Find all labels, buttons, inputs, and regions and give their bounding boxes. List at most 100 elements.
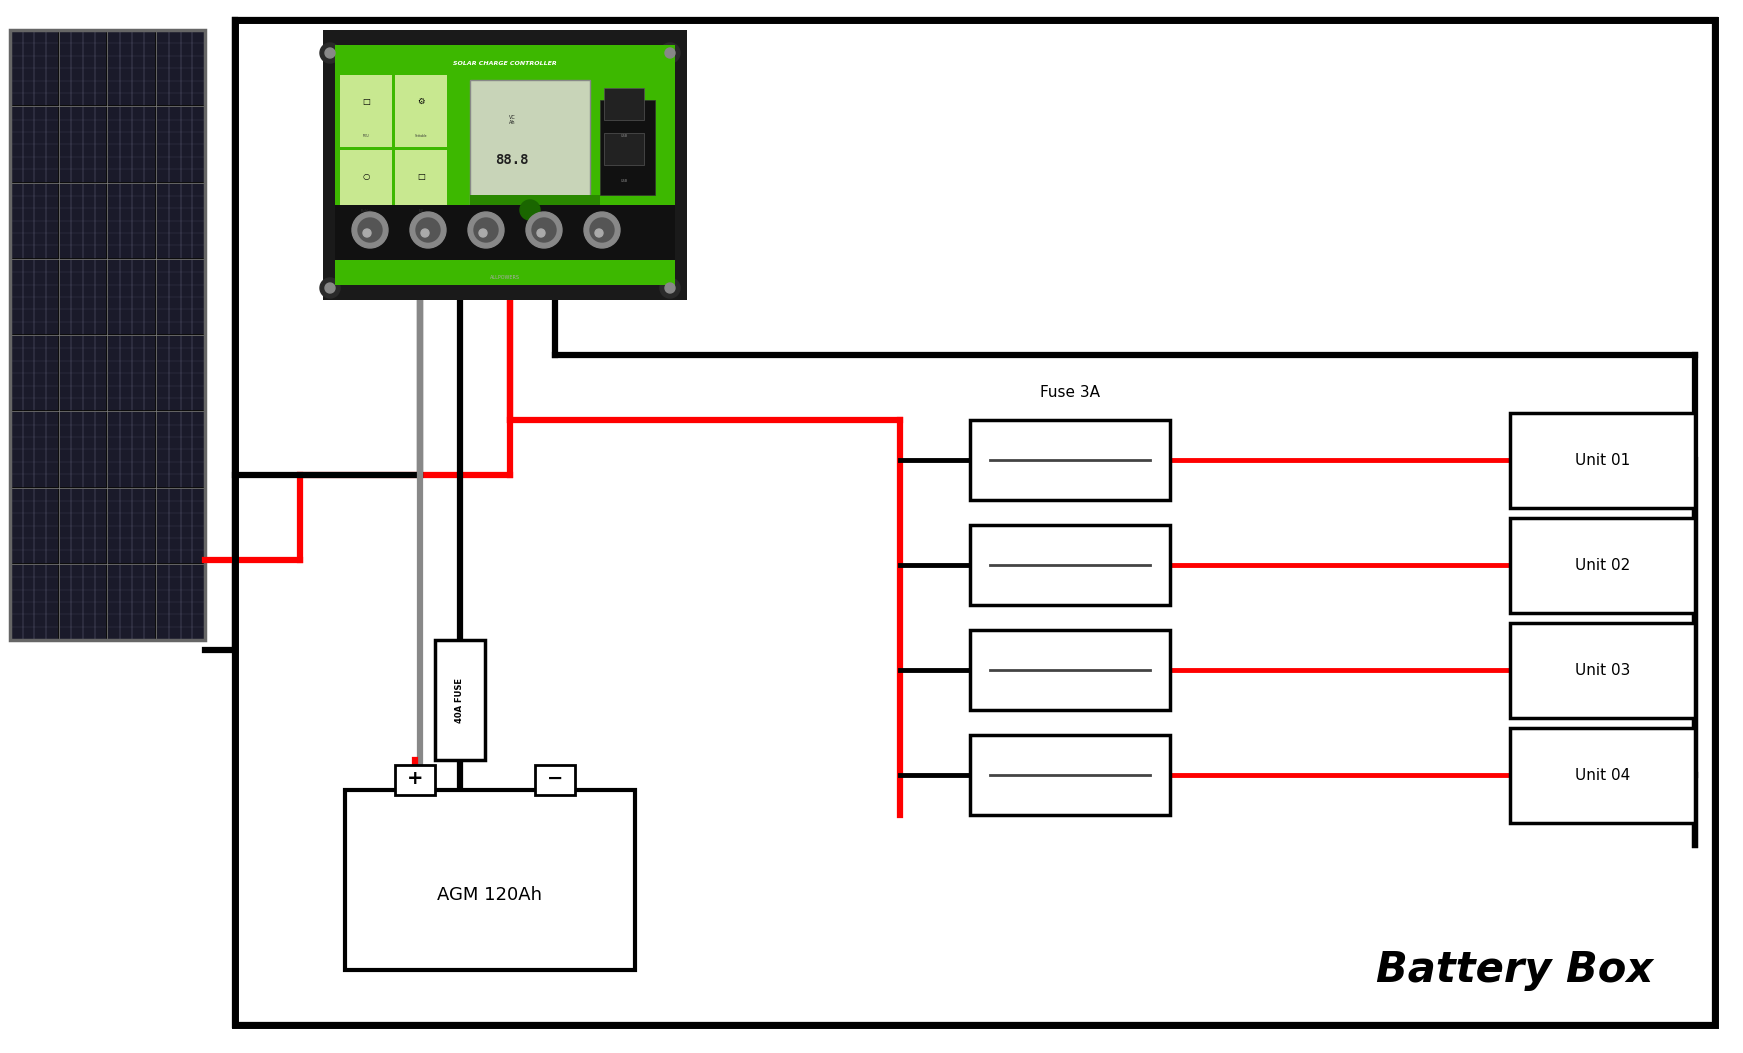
- Bar: [108, 336, 155, 411]
- Bar: [10, 29, 206, 640]
- Circle shape: [526, 212, 561, 249]
- Circle shape: [474, 218, 498, 242]
- Text: Battery Box: Battery Box: [1377, 949, 1654, 991]
- Bar: [971, 525, 1170, 605]
- Circle shape: [589, 218, 614, 242]
- Circle shape: [321, 278, 340, 298]
- Bar: [108, 260, 155, 334]
- Text: +: +: [406, 769, 424, 788]
- Bar: [340, 75, 392, 147]
- Bar: [108, 107, 155, 181]
- Circle shape: [661, 278, 680, 298]
- Text: −: −: [547, 769, 563, 788]
- Text: Fuse 3A: Fuse 3A: [1041, 385, 1100, 400]
- Bar: [335, 205, 675, 260]
- Bar: [605, 133, 643, 165]
- Bar: [10, 183, 58, 258]
- Bar: [10, 336, 58, 411]
- Text: 40A FUSE: 40A FUSE: [455, 677, 464, 722]
- Text: AGM 120Ah: AGM 120Ah: [437, 886, 542, 903]
- Bar: [235, 20, 1715, 1025]
- Text: □: □: [363, 97, 370, 105]
- Text: VC
Ah: VC Ah: [509, 115, 516, 125]
- Bar: [1509, 728, 1694, 822]
- Circle shape: [321, 43, 340, 63]
- Bar: [1509, 517, 1694, 613]
- Bar: [59, 107, 106, 181]
- Bar: [108, 564, 155, 639]
- Bar: [157, 413, 204, 486]
- Bar: [345, 790, 634, 970]
- Circle shape: [584, 212, 621, 249]
- Bar: [471, 80, 589, 210]
- Circle shape: [594, 229, 603, 237]
- Bar: [1509, 413, 1694, 508]
- Bar: [971, 630, 1170, 710]
- Bar: [10, 413, 58, 486]
- Bar: [59, 183, 106, 258]
- Bar: [600, 100, 655, 195]
- Circle shape: [357, 218, 382, 242]
- Bar: [108, 31, 155, 105]
- Bar: [971, 420, 1170, 500]
- Bar: [59, 336, 106, 411]
- Bar: [108, 413, 155, 486]
- Circle shape: [363, 229, 371, 237]
- Circle shape: [417, 218, 439, 242]
- Bar: [396, 150, 446, 222]
- Bar: [971, 735, 1170, 815]
- Bar: [396, 75, 446, 147]
- Bar: [59, 260, 106, 334]
- Bar: [10, 29, 206, 640]
- Bar: [108, 183, 155, 258]
- Text: MCU: MCU: [363, 134, 370, 138]
- Circle shape: [666, 48, 675, 58]
- Bar: [157, 107, 204, 181]
- Bar: [157, 260, 204, 334]
- Bar: [235, 20, 1715, 1025]
- Bar: [396, 764, 436, 795]
- Bar: [335, 45, 675, 285]
- Bar: [10, 107, 58, 181]
- Bar: [605, 88, 643, 120]
- Text: Full: Full: [418, 208, 424, 213]
- Circle shape: [469, 212, 504, 249]
- Bar: [108, 489, 155, 562]
- Bar: [1509, 622, 1694, 717]
- Bar: [10, 31, 58, 105]
- Bar: [157, 564, 204, 639]
- Circle shape: [324, 283, 335, 293]
- Bar: [157, 336, 204, 411]
- Circle shape: [479, 229, 486, 237]
- Text: □: □: [417, 172, 425, 180]
- Bar: [535, 764, 575, 795]
- Circle shape: [422, 229, 429, 237]
- Circle shape: [537, 229, 546, 237]
- Text: SOLAR CHARGE CONTROLLER: SOLAR CHARGE CONTROLLER: [453, 60, 556, 65]
- Bar: [157, 489, 204, 562]
- Bar: [59, 413, 106, 486]
- Text: USB: USB: [621, 134, 627, 138]
- Text: USB: USB: [621, 179, 627, 183]
- Circle shape: [324, 48, 335, 58]
- Bar: [340, 150, 392, 222]
- Text: Unit 01: Unit 01: [1576, 453, 1630, 468]
- Bar: [10, 260, 58, 334]
- Text: Settable: Settable: [415, 134, 427, 138]
- Bar: [59, 489, 106, 562]
- Circle shape: [666, 283, 675, 293]
- Circle shape: [519, 200, 540, 220]
- Bar: [59, 31, 106, 105]
- Text: Unit 04: Unit 04: [1576, 768, 1630, 782]
- Bar: [59, 564, 106, 639]
- Text: ⚙: ⚙: [417, 97, 425, 105]
- Bar: [322, 29, 687, 300]
- Circle shape: [661, 43, 680, 63]
- Circle shape: [352, 212, 389, 249]
- Text: Unit 02: Unit 02: [1576, 557, 1630, 573]
- Bar: [10, 564, 58, 639]
- Text: ALLPOWERS: ALLPOWERS: [490, 275, 519, 279]
- Text: ○: ○: [363, 172, 370, 180]
- Bar: [436, 640, 485, 760]
- Text: 88.8: 88.8: [495, 153, 528, 167]
